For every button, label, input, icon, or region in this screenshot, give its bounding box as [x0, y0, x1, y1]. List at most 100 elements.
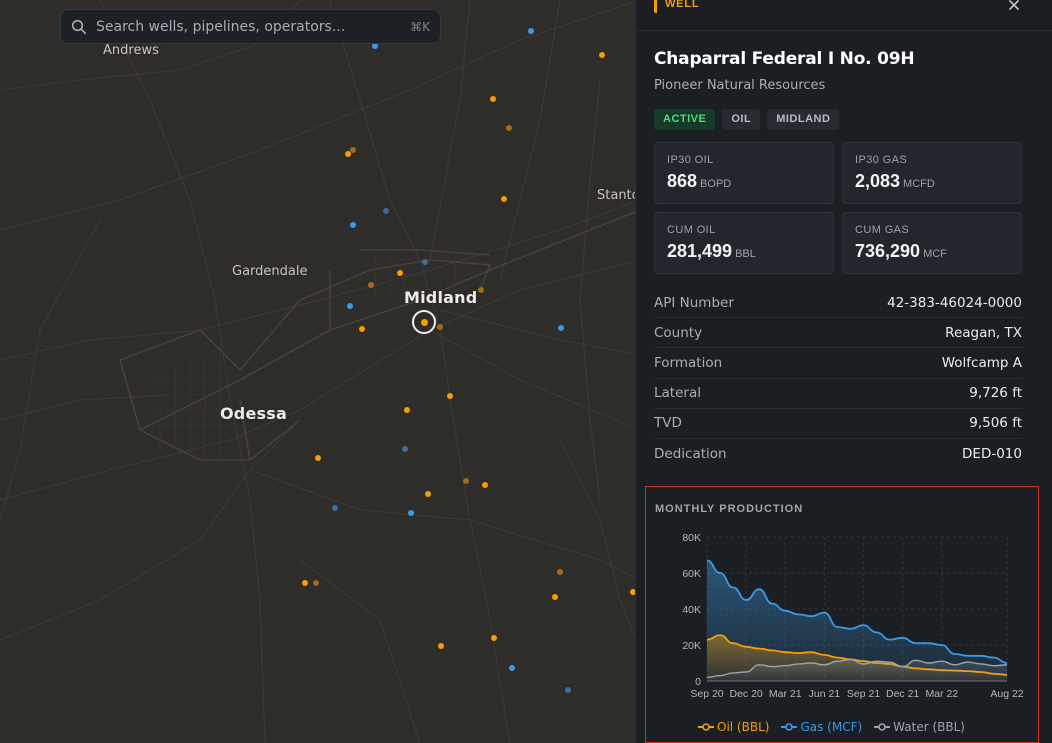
- well-marker[interactable]: [509, 665, 515, 671]
- property-key: Lateral: [654, 385, 701, 402]
- well-marker[interactable]: [437, 324, 443, 330]
- property-value: Wolfcamp A: [941, 354, 1022, 371]
- legend-item-water[interactable]: Water (BBL): [874, 720, 965, 734]
- well-marker[interactable]: [332, 505, 338, 511]
- legend-item-gas[interactable]: Gas (MCF): [781, 720, 862, 734]
- property-value: 42-383-46024-0000: [887, 294, 1022, 311]
- legend-label: Water (BBL): [893, 720, 965, 734]
- x-tick-label: Mar 22: [925, 688, 958, 700]
- well-marker[interactable]: [345, 151, 351, 157]
- legend-swatch: [874, 723, 891, 731]
- x-tick-label: Sep 21: [847, 688, 880, 700]
- well-marker[interactable]: [402, 446, 408, 452]
- well-detail-panel: WELL Chaparral Federal I No. 09H Pioneer…: [635, 0, 1052, 743]
- gas-area: [707, 560, 1007, 681]
- selected-well-marker[interactable]: [412, 310, 436, 334]
- x-tick-label: Jun 21: [809, 688, 841, 700]
- well-marker[interactable]: [506, 125, 512, 131]
- stat-card-cum-oil: CUM OIL 281,499 BBL: [654, 212, 834, 274]
- property-key: API Number: [654, 294, 734, 311]
- x-tick-label: Dec 21: [886, 688, 919, 700]
- status-badge: ACTIVE: [654, 109, 716, 130]
- well-marker[interactable]: [565, 687, 571, 693]
- well-marker[interactable]: [478, 287, 484, 293]
- well-marker[interactable]: [315, 455, 321, 461]
- property-row: API Number 42-383-46024-0000: [654, 288, 1022, 319]
- water-area: [707, 659, 1007, 681]
- legend-item-oil[interactable]: Oil (BBL): [698, 720, 769, 734]
- property-value: 9,726 ft: [969, 385, 1022, 402]
- property-value: DED-010: [962, 446, 1022, 463]
- property-key: TVD: [654, 415, 682, 432]
- stat-unit: MCFD: [903, 178, 935, 190]
- property-row: TVD 9,506 ft: [654, 409, 1022, 439]
- search-input[interactable]: Search wells, pipelines, operators...: [96, 18, 346, 35]
- stat-unit: MCF: [923, 248, 947, 260]
- well-marker[interactable]: [368, 282, 374, 288]
- monthly-production-chart: MONTHLY PRODUCTION 0 20K 40K 60K 80K Sep 20 De…: [645, 486, 1039, 743]
- stat-label: CUM GAS: [855, 224, 910, 236]
- well-marker[interactable]: [599, 52, 605, 58]
- well-marker[interactable]: [552, 594, 558, 600]
- legend-label: Oil (BBL): [717, 720, 770, 734]
- well-marker[interactable]: [350, 147, 356, 153]
- chart-legend: Oil (BBL) Gas (MCF) Water (BBL): [698, 720, 965, 734]
- well-marker[interactable]: [482, 482, 488, 488]
- y-tick-label: 80K: [682, 532, 701, 544]
- chart-title: MONTHLY PRODUCTION: [655, 503, 804, 515]
- well-marker[interactable]: [408, 510, 414, 516]
- well-marker[interactable]: [491, 635, 497, 641]
- well-marker[interactable]: [383, 208, 389, 214]
- well-marker[interactable]: [447, 393, 453, 399]
- well-marker[interactable]: [302, 580, 308, 586]
- product-badge: OIL: [722, 109, 761, 130]
- selected-well-dot[interactable]: [421, 319, 428, 326]
- well-marker[interactable]: [630, 589, 636, 595]
- property-row: Formation Wolfcamp A: [654, 348, 1022, 379]
- basin-badge: MIDLAND: [767, 109, 840, 130]
- legend-label: Gas (MCF): [800, 720, 863, 734]
- well-marker[interactable]: [528, 28, 534, 34]
- x-tick-label: Dec 20: [729, 688, 762, 700]
- well-marker[interactable]: [490, 96, 496, 102]
- place-label: Odessa: [220, 404, 287, 423]
- close-icon[interactable]: [1005, 0, 1023, 14]
- stat-card-ip30-oil: IP30 OIL 868 BOPD: [654, 142, 834, 204]
- stat-value: 2,083: [855, 171, 901, 191]
- place-label: Stanto: [597, 188, 640, 203]
- stat-card-ip30-gas: IP30 GAS 2,083 MCFD: [842, 142, 1022, 204]
- well-marker[interactable]: [404, 407, 410, 413]
- well-marker[interactable]: [463, 478, 469, 484]
- badge-row: ACTIVE OIL MIDLAND: [654, 109, 840, 130]
- stat-label: IP30 OIL: [667, 154, 714, 166]
- x-tick-label: Sep 20: [690, 688, 723, 700]
- y-tick-label: 60K: [682, 568, 701, 580]
- well-marker[interactable]: [359, 326, 365, 332]
- well-marker[interactable]: [501, 196, 507, 202]
- search-bar[interactable]: Search wells, pipelines, operators... ⌘K: [60, 9, 441, 44]
- stat-label: IP30 GAS: [855, 154, 908, 166]
- well-marker[interactable]: [557, 569, 563, 575]
- y-tick-label: 20K: [682, 640, 701, 652]
- water-series-line: [706, 658, 1008, 679]
- stat-unit: BBL: [735, 248, 756, 260]
- place-label: Andrews: [103, 43, 159, 58]
- well-marker[interactable]: [422, 259, 428, 265]
- operator-name: Pioneer Natural Resources: [654, 78, 826, 93]
- well-marker[interactable]: [397, 270, 403, 276]
- well-marker[interactable]: [372, 43, 378, 49]
- search-shortcut-hint: ⌘K: [410, 19, 430, 34]
- well-marker[interactable]: [438, 643, 444, 649]
- well-marker[interactable]: [425, 491, 431, 497]
- well-marker[interactable]: [313, 580, 319, 586]
- feature-type-tag: WELL: [654, 0, 707, 13]
- stat-unit: BOPD: [700, 178, 732, 190]
- property-value: 9,506 ft: [969, 415, 1022, 432]
- well-marker[interactable]: [350, 222, 356, 228]
- well-marker[interactable]: [558, 325, 564, 331]
- place-label: Midland: [404, 288, 478, 307]
- well-marker[interactable]: [347, 303, 353, 309]
- property-key: Dedication: [654, 446, 727, 463]
- gas-series-line: [706, 559, 1008, 664]
- stat-value: 281,499: [667, 241, 733, 261]
